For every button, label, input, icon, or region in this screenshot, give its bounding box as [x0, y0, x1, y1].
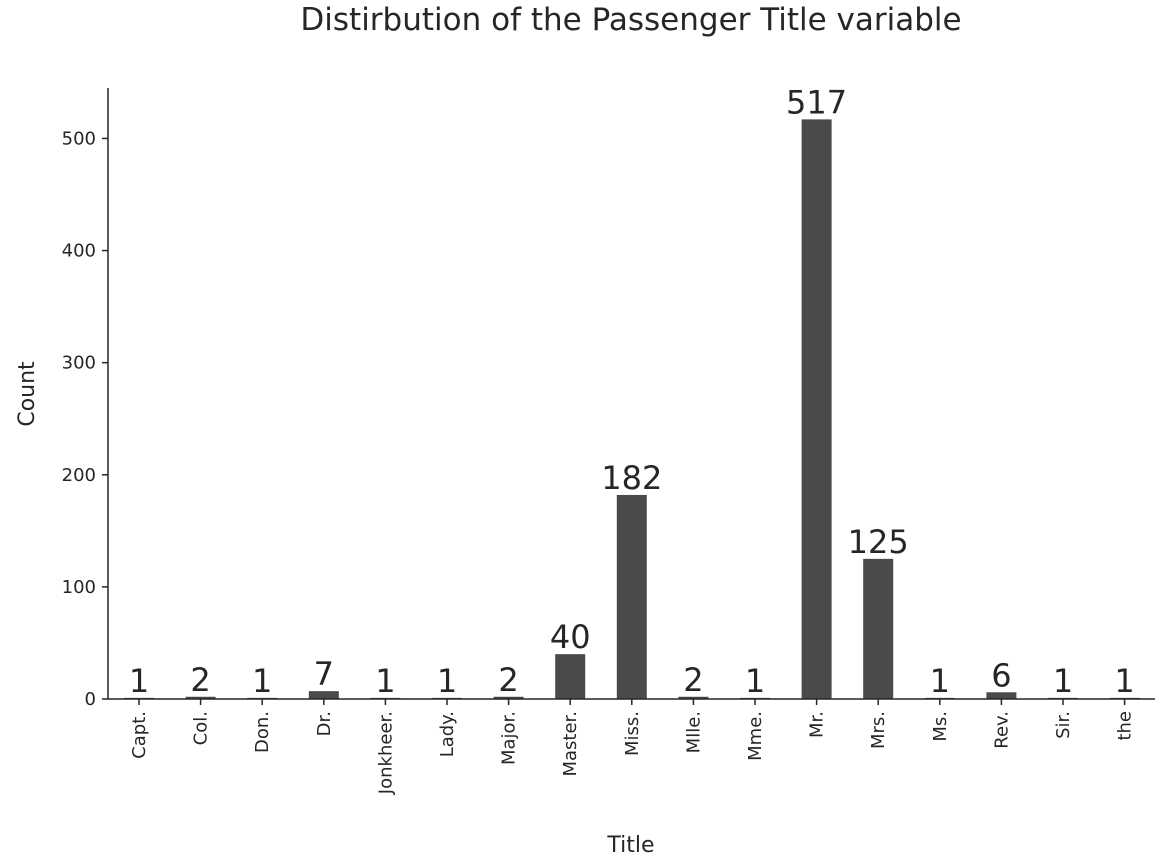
y-tick-label: 0	[85, 689, 96, 710]
y-tick-label: 300	[62, 353, 96, 374]
x-axis-ticks: Capt. Col. Don. Dr. Jonkheer. Lady. Major. Mast…	[129, 699, 1136, 795]
x-tick-label: Mr.	[807, 711, 828, 738]
y-axis-label: Count	[15, 361, 40, 427]
x-tick-label: Mlle.	[683, 711, 704, 753]
x-tick-label: Mme.	[745, 711, 766, 761]
x-tick-label: Capt.	[129, 711, 150, 759]
x-tick-label: Don.	[252, 711, 273, 753]
data-label: 517	[786, 83, 847, 121]
bar	[185, 696, 216, 699]
x-tick-label: the	[1115, 711, 1136, 741]
x-tick-label: Miss.	[622, 711, 643, 756]
y-tick-label: 200	[62, 465, 96, 486]
bar	[863, 558, 894, 699]
bar	[308, 691, 339, 699]
data-label: 1	[437, 662, 457, 700]
data-label: 125	[848, 523, 909, 561]
data-label: 6	[991, 656, 1011, 694]
data-label: 1	[375, 662, 395, 700]
x-tick-label: Mrs.	[868, 711, 889, 749]
x-tick-label: Major.	[499, 711, 520, 765]
data-label: 1	[745, 662, 765, 700]
bar	[493, 696, 524, 699]
y-axis-ticks: 0 100 200 300 400 500	[62, 128, 108, 710]
data-label: 7	[314, 655, 334, 693]
x-tick-label: Jonkheer.	[375, 711, 396, 795]
chart-title: Distirbution of the Passenger Title vari…	[300, 2, 961, 38]
x-tick-label: Rev.	[991, 711, 1012, 749]
x-tick-label: Sir.	[1053, 711, 1074, 739]
bar	[616, 494, 647, 699]
x-tick-label: Dr.	[314, 711, 335, 736]
y-tick-label: 400	[62, 241, 96, 262]
x-tick-label: Master.	[560, 711, 581, 777]
data-label: 1	[252, 662, 272, 700]
x-tick-label: Col.	[191, 711, 212, 745]
bar	[986, 692, 1017, 699]
data-label: 1	[1053, 662, 1073, 700]
x-tick-label: Lady.	[437, 711, 458, 757]
y-tick-label: 500	[62, 128, 96, 149]
data-label: 2	[498, 661, 518, 699]
bars	[124, 119, 1140, 700]
data-label: 182	[601, 459, 662, 497]
x-tick-label: Ms.	[930, 711, 951, 742]
data-label: 1	[129, 662, 149, 700]
data-label: 1	[1114, 662, 1134, 700]
bar	[801, 119, 832, 700]
x-axis-label: Title	[606, 833, 654, 858]
y-tick-label: 100	[62, 577, 96, 598]
data-label: 1	[930, 662, 950, 700]
bar	[555, 654, 586, 699]
data-label: 2	[190, 661, 210, 699]
bar	[678, 696, 709, 699]
data-label: 2	[683, 661, 703, 699]
data-label: 40	[550, 618, 591, 656]
